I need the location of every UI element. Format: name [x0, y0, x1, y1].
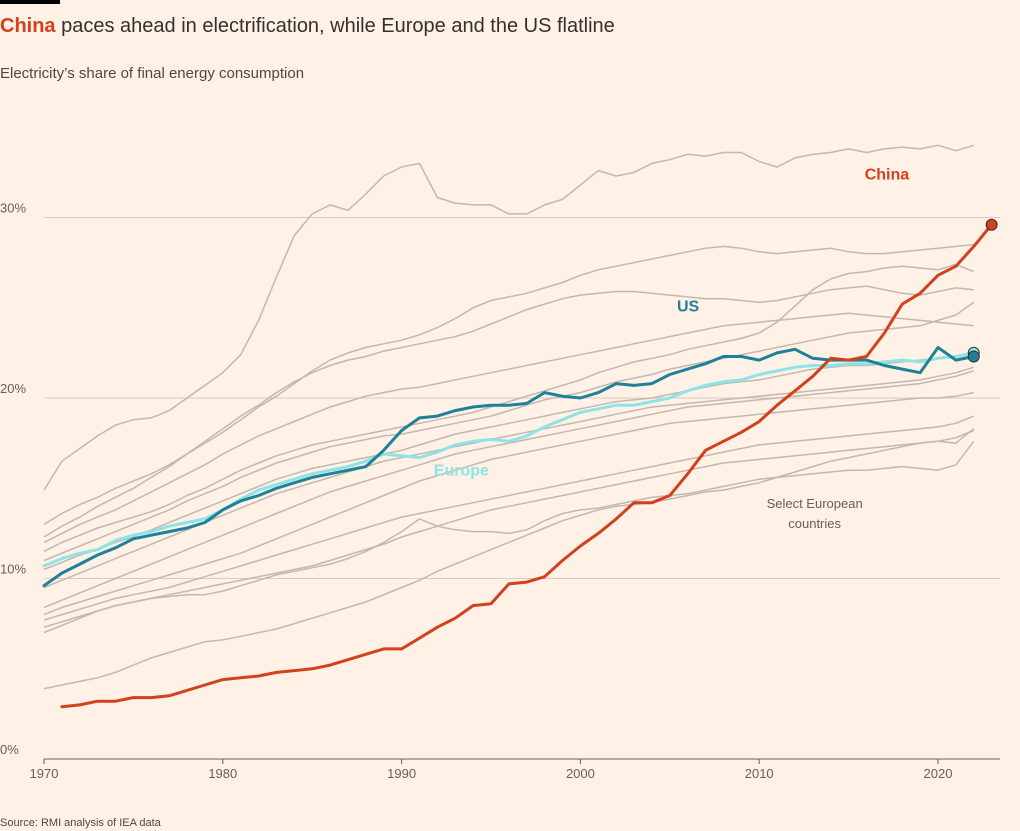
us-label: US — [677, 298, 700, 315]
europe-label: Europe — [434, 463, 489, 480]
title-rest: paces ahead in electrification, while Eu… — [55, 15, 615, 37]
x-tick-label: 2020 — [924, 766, 953, 781]
country-line — [43, 312, 974, 544]
china-end-marker — [985, 218, 998, 231]
country-line — [43, 429, 975, 628]
title-highlight: China — [0, 15, 56, 37]
country-line — [43, 370, 975, 609]
y-tick-label: 0% — [0, 742, 19, 757]
source-note: Source: RMI analysis of IEA data — [0, 817, 161, 829]
y-tick-label: 10% — [0, 562, 26, 577]
country-line — [43, 353, 974, 571]
countries-label: Select European countries — [767, 496, 863, 531]
y-tick-label: 30% — [0, 201, 26, 216]
series-labels: China US Europe Select European countries — [434, 167, 909, 532]
country-line — [43, 144, 975, 491]
country-line — [43, 285, 974, 538]
country-line — [43, 263, 975, 553]
x-tick-label: 2010 — [745, 766, 774, 781]
x-axis: 1970 1980 1990 2000 2010 2020 — [30, 759, 953, 781]
country-line — [43, 440, 975, 634]
x-tick-label: 1970 — [30, 766, 59, 781]
country-line — [43, 243, 974, 526]
chart-title: China paces ahead in electrification, wh… — [0, 15, 615, 38]
country-lines — [43, 144, 975, 690]
china-label: China — [865, 167, 910, 184]
country-line — [43, 415, 975, 621]
europe-line — [42, 351, 976, 568]
brand-bar — [0, 0, 60, 4]
x-tick-label: 1990 — [387, 766, 416, 781]
main-series — [42, 223, 994, 709]
us-line — [42, 346, 976, 588]
end-markers — [967, 218, 998, 363]
country-line — [43, 301, 975, 562]
us-end-marker — [967, 350, 980, 363]
china-line — [60, 223, 994, 709]
y-tick-label: 20% — [0, 381, 26, 396]
chart-subtitle: Electricity’s share of final energy cons… — [0, 65, 305, 82]
grid-layer: 0% 10% 20% 30% — [0, 201, 1000, 760]
x-tick-label: 1980 — [208, 766, 237, 781]
country-line — [43, 391, 974, 616]
country-line — [43, 428, 975, 690]
x-tick-label: 2000 — [566, 766, 595, 781]
